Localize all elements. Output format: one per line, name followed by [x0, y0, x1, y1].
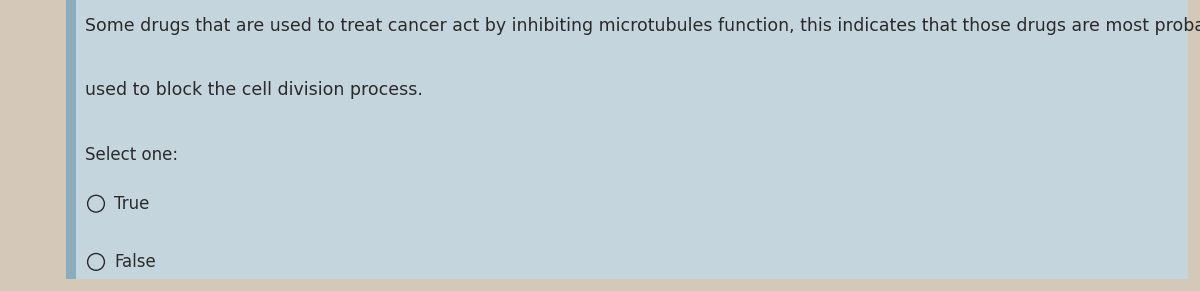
Bar — [66, 0, 76, 279]
Text: True: True — [114, 195, 149, 213]
Text: Select one:: Select one: — [85, 146, 179, 164]
Text: Some drugs that are used to treat cancer act by inhibiting microtubules function: Some drugs that are used to treat cancer… — [85, 17, 1200, 36]
Text: used to block the cell division process.: used to block the cell division process. — [85, 81, 424, 100]
Text: False: False — [114, 253, 156, 271]
